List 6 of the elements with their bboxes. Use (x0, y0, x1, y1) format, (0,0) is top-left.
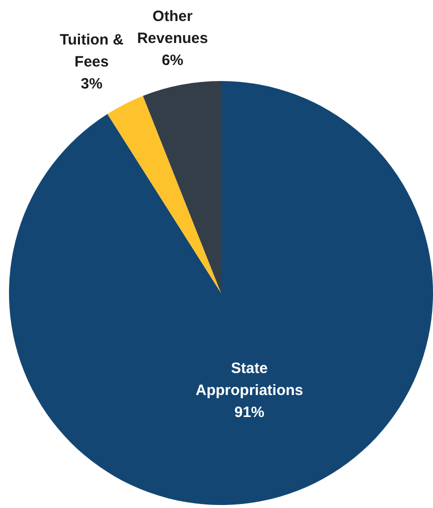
slice-label: State Appropriations (196, 360, 304, 399)
data-label: 6% (162, 52, 184, 70)
data-label: 91% (234, 404, 264, 421)
slice-label: Other Revenues (137, 8, 208, 48)
slice-label: Tuition & Fees (60, 32, 124, 71)
data-label: 3% (80, 76, 102, 93)
